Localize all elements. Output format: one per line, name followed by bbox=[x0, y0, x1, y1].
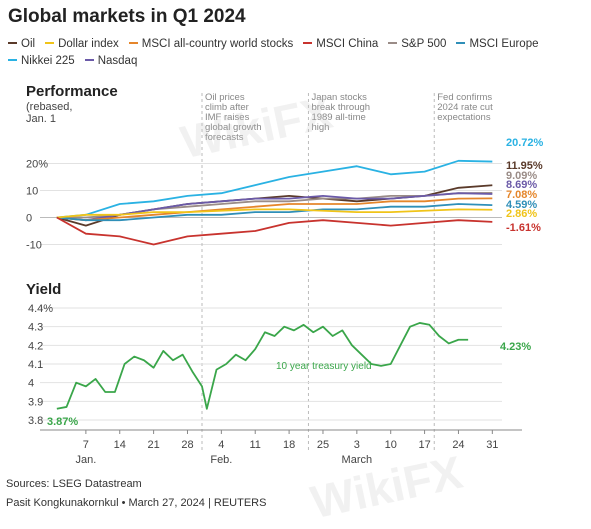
x-tick-label: 11 bbox=[250, 439, 261, 451]
x-tick-label: 14 bbox=[114, 439, 126, 451]
y-tick-label: 3.8 bbox=[28, 415, 43, 427]
month-label: Feb. bbox=[210, 454, 232, 466]
annotation-text: break through bbox=[311, 102, 370, 113]
series-line-msci-china bbox=[56, 216, 493, 246]
y-tick-label: 4.3 bbox=[28, 322, 43, 334]
performance-subtitle: (rebased, bbox=[26, 101, 72, 113]
annotation-text: Fed confirms bbox=[437, 92, 492, 103]
annotation-text: Oil prices bbox=[205, 92, 245, 103]
annotation-text: 2024 rate cut bbox=[437, 102, 493, 113]
month-label: Jan. bbox=[75, 454, 96, 466]
end-label: 2.86% bbox=[506, 208, 537, 220]
legend-label: Dollar index bbox=[58, 38, 119, 50]
y-tick-label: 4.4% bbox=[28, 303, 53, 315]
legend-swatch bbox=[45, 41, 55, 44]
legend-label: MSCI Europe bbox=[469, 38, 539, 50]
x-tick-label: 4 bbox=[218, 439, 224, 451]
annotation-text: forecasts bbox=[205, 132, 244, 143]
credit-text: Pasit Kongkunakornkul • March 27, 2024 |… bbox=[6, 497, 267, 509]
x-tick-label: 18 bbox=[283, 439, 295, 451]
annotation-text: high bbox=[311, 122, 329, 133]
end-label: 20.72% bbox=[506, 137, 544, 149]
legend-item: MSCI Europe bbox=[456, 36, 538, 53]
annotation-text: climb after bbox=[205, 102, 249, 113]
x-tick-label: 17 bbox=[418, 439, 430, 451]
performance-title: Performance bbox=[26, 83, 118, 100]
annotation-text: expectations bbox=[437, 112, 491, 123]
y-tick-label: 20% bbox=[26, 159, 48, 171]
legend-swatch bbox=[303, 41, 313, 44]
legend-label: MSCI all-country world stocks bbox=[141, 38, 294, 50]
legend-item: S&P 500 bbox=[388, 36, 446, 53]
legend-label: Oil bbox=[21, 38, 36, 50]
x-tick-label: 21 bbox=[147, 439, 159, 451]
legend-item: Nasdaq bbox=[84, 53, 138, 70]
y-tick-label: -10 bbox=[26, 240, 42, 252]
legend-label: Nasdaq bbox=[97, 55, 138, 67]
end-label: 9.09% bbox=[506, 170, 537, 182]
end-label: -1.61% bbox=[506, 222, 541, 234]
x-tick-label: 10 bbox=[385, 439, 397, 451]
legend-swatch bbox=[388, 41, 398, 44]
y-tick-label: 4 bbox=[28, 378, 34, 390]
y-tick-label: 3.9 bbox=[28, 396, 43, 408]
annotation-text: IMF raises bbox=[205, 112, 250, 123]
y-tick-label: 10 bbox=[26, 186, 38, 198]
x-tick-label: 28 bbox=[181, 439, 193, 451]
end-label: 11.95% bbox=[506, 160, 543, 172]
month-label: March bbox=[342, 454, 373, 466]
legend-item: Dollar index bbox=[45, 36, 119, 53]
legend-swatch bbox=[8, 41, 17, 44]
y-tick-label: 4.2 bbox=[28, 340, 43, 352]
series-line-msci-europe bbox=[56, 203, 493, 222]
series-line-msci-all-country-world-stocks bbox=[56, 197, 493, 222]
x-tick-label: 3 bbox=[354, 439, 360, 451]
legend-item: MSCI China bbox=[303, 36, 378, 53]
start-label: 3.87% bbox=[47, 416, 78, 428]
end-label: 4.59% bbox=[506, 199, 537, 211]
performance-subtitle: Jan. 1 bbox=[26, 113, 56, 125]
annotation-text: Japan stocks bbox=[311, 92, 367, 103]
x-tick-label: 24 bbox=[452, 439, 464, 451]
end-label: 8.69% bbox=[506, 179, 537, 191]
x-tick-label: 25 bbox=[317, 439, 329, 451]
legend-label: S&P 500 bbox=[401, 38, 447, 50]
sources-text: Sources: LSEG Datastream bbox=[6, 478, 142, 490]
legend-swatch bbox=[84, 58, 94, 61]
legend-swatch bbox=[456, 41, 466, 44]
legend-item: Nikkei 225 bbox=[8, 53, 75, 70]
annotation-text: 1989 all-time bbox=[311, 112, 365, 123]
series-line-10-year-treasury-yield bbox=[56, 322, 469, 410]
legend-swatch bbox=[8, 58, 17, 61]
series-label: 10 year treasury yield bbox=[276, 361, 372, 372]
chart-legend: Oil Dollar index MSCI all-country world st… bbox=[8, 36, 583, 70]
annotation-text: global growth bbox=[205, 122, 262, 133]
legend-item: MSCI all-country world stocks bbox=[128, 36, 294, 53]
series-line-nikkei-225 bbox=[56, 159, 493, 219]
legend-item: Oil bbox=[8, 36, 35, 53]
y-tick-label: 4.1 bbox=[28, 359, 43, 371]
end-label: 7.08% bbox=[506, 189, 537, 201]
legend-swatch bbox=[128, 41, 138, 44]
page-title: Global markets in Q1 2024 bbox=[8, 6, 246, 27]
y-tick-label: 0 bbox=[26, 213, 32, 225]
legend-label: MSCI China bbox=[316, 38, 379, 50]
x-tick-label: 7 bbox=[83, 439, 89, 451]
series-line-dollar-index bbox=[56, 208, 493, 219]
x-tick-label: 31 bbox=[486, 439, 498, 451]
legend-label: Nikkei 225 bbox=[21, 55, 75, 67]
yield-title: Yield bbox=[26, 281, 61, 298]
end-label: 4.23% bbox=[500, 341, 531, 353]
